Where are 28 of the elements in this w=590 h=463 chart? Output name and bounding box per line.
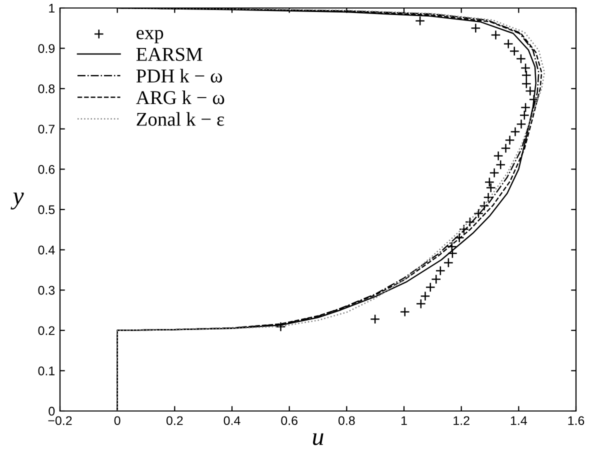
y-axis-title: y [10, 192, 24, 210]
y-tick-label: 0 [48, 406, 55, 416]
y-tick-label: 0.3 [38, 286, 55, 295]
y-tick-label: 1 [49, 4, 55, 13]
x-tick-label: 1.2 [454, 416, 470, 425]
y-tick-label: 0.6 [38, 165, 55, 174]
legend-label: Zonal k − ε [136, 112, 224, 126]
x-tick-label: 1 [401, 416, 407, 425]
y-tick-label: 0.8 [38, 84, 55, 94]
x-tick-label: −0.2 [48, 416, 72, 426]
x-tick-label: 0.2 [166, 416, 183, 426]
x-tick-label: 1.6 [568, 416, 584, 426]
x-tick-label: 0.8 [338, 416, 355, 426]
y-tick-label: 0.7 [38, 124, 55, 134]
y-tick-label: 0.2 [38, 326, 55, 336]
x-tick-label: 0 [114, 416, 120, 426]
legend-label: EARSM [136, 48, 202, 61]
y-tick-label: 0.1 [38, 366, 55, 376]
x-tick-label: 0.4 [224, 416, 240, 426]
y-tick-label: 0.9 [38, 44, 55, 53]
y-tick-label: 0.4 [38, 246, 55, 254]
y-tick-label: 0.5 [38, 205, 55, 214]
x-axis-title: u [312, 433, 324, 446]
x-tick-label: 0.6 [281, 416, 298, 426]
x-tick-label: 1.4 [510, 416, 527, 425]
legend-label: ARG k − ω [136, 90, 224, 104]
legend-label: exp [136, 30, 164, 44]
legend-label: PDH k − ω [136, 68, 222, 83]
